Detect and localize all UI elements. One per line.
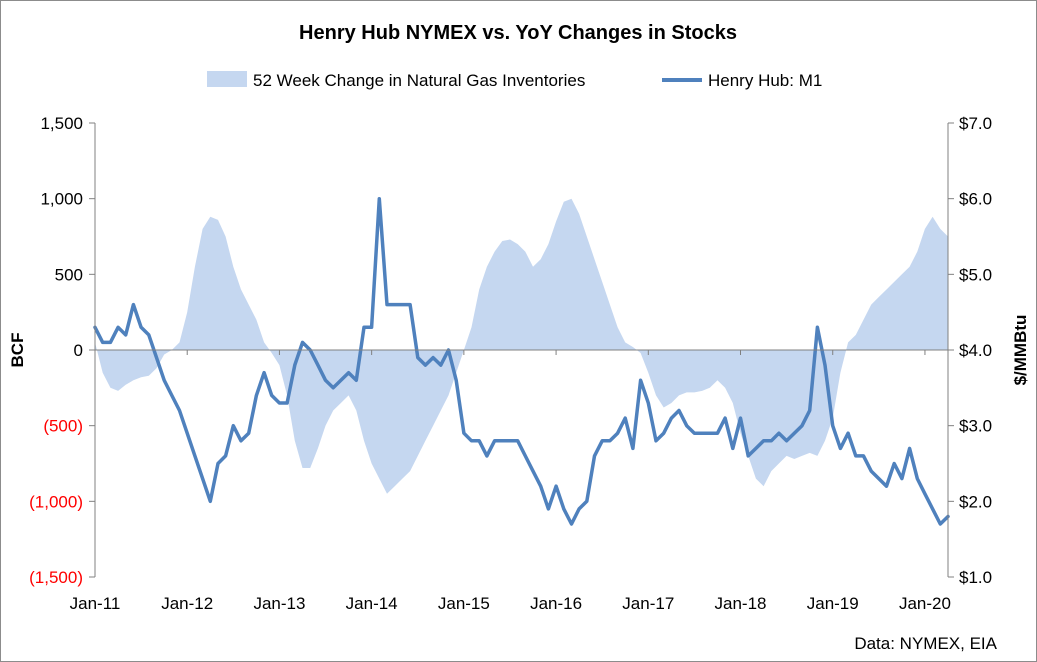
y-right-tick-label: $7.0: [959, 114, 992, 133]
legend-line-label: Henry Hub: M1: [708, 71, 822, 90]
y-left-tick-label: 1,500: [40, 114, 83, 133]
y-left-tick-label: (1,500): [29, 568, 83, 587]
legend-area-swatch: [207, 71, 247, 87]
x-tick-label: Jan-20: [899, 594, 951, 613]
y-right-axis-title: $/MMBtu: [1011, 315, 1030, 386]
x-tick-label: Jan-17: [622, 594, 674, 613]
y-right-tick-label: $5.0: [959, 265, 992, 284]
chart-title: Henry Hub NYMEX vs. YoY Changes in Stock…: [299, 22, 737, 44]
y-left-tick-label: 0: [74, 341, 83, 360]
y-right-tick-label: $2.0: [959, 492, 992, 511]
y-right-tick-label: $6.0: [959, 190, 992, 209]
x-tick-label: Jan-11: [70, 594, 121, 613]
x-tick-label: Jan-19: [807, 594, 859, 613]
legend-area-label: 52 Week Change in Natural Gas Inventorie…: [253, 71, 585, 90]
y-left-tick-label: 500: [55, 265, 83, 284]
series-inventory-change-area: [95, 198, 948, 494]
y-right-tick-label: $1.0: [959, 568, 992, 587]
plot-area: [93, 196, 950, 526]
y-left-tick-label: (1,000): [29, 492, 83, 511]
x-tick-label: Jan-16: [530, 594, 582, 613]
x-tick-label: Jan-13: [253, 594, 305, 613]
y-right-tick-label: $4.0: [959, 341, 992, 360]
y-left-tick-label: (500): [43, 417, 83, 436]
x-tick-label: Jan-14: [346, 594, 398, 613]
legend: 52 Week Change in Natural Gas Inventorie…: [207, 71, 822, 90]
source-note: Data: NYMEX, EIA: [854, 634, 997, 653]
x-tick-label: Jan-15: [438, 594, 490, 613]
y-right-tick-label: $3.0: [959, 417, 992, 436]
y-left-axis-title: BCF: [8, 333, 27, 368]
x-tick-label: Jan-12: [161, 594, 213, 613]
y-left-tick-label: 1,000: [40, 190, 83, 209]
axes: 1,500 1,000 500 0 (500) (1,000) (1,500) $7.0 $6.…: [29, 114, 992, 613]
x-tick-label: Jan-18: [715, 594, 767, 613]
series-henry-hub-line: [93, 196, 950, 526]
